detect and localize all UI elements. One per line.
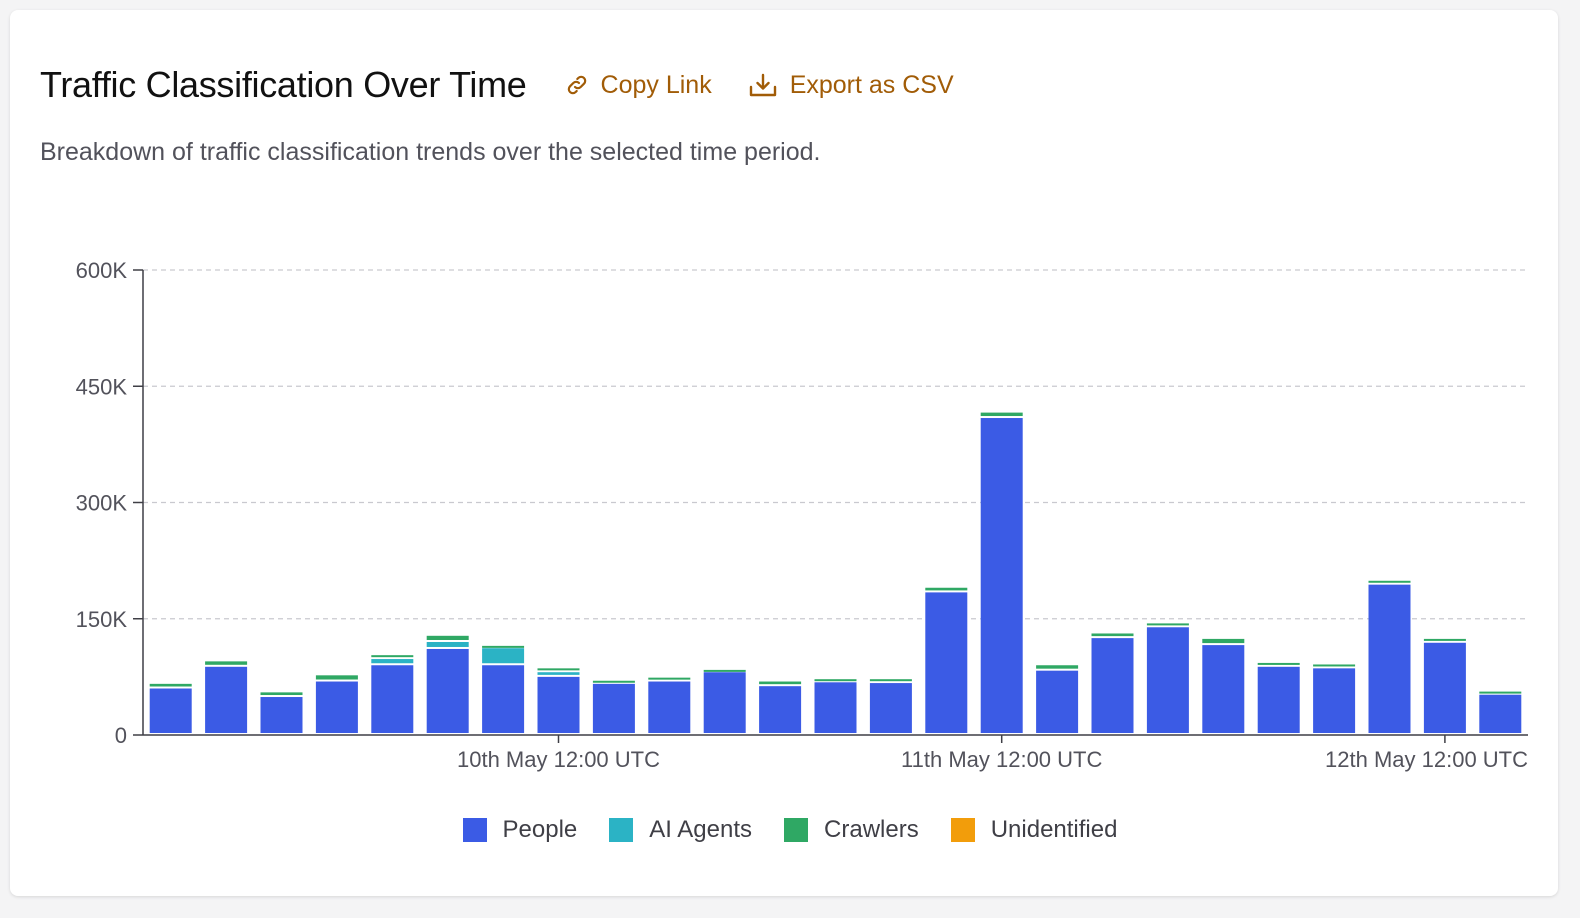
bar-segment-people: [759, 686, 802, 733]
legend-item[interactable]: AI Agents: [609, 816, 752, 844]
copy-link-button[interactable]: Copy Link: [565, 71, 712, 100]
bar-segment-ai-agents: [426, 642, 469, 647]
bar-segment-ai-agents: [537, 672, 580, 675]
bar-segment-ai-agents: [371, 659, 414, 664]
bar-segment-people: [1313, 668, 1356, 733]
bar-segment-crawlers: [925, 587, 968, 591]
bar-segment-people: [1146, 627, 1189, 733]
bar-segment-crawlers: [1146, 623, 1189, 626]
bar-segment-crawlers: [759, 681, 802, 685]
legend-item[interactable]: People: [462, 816, 578, 844]
chart-legend: People AI Agents Crawlers Unidentified: [0, 816, 1580, 844]
chart-card: Traffic Classification Over Time Copy Li…: [10, 10, 1558, 896]
bar-segment-people: [1257, 666, 1300, 733]
bar-segment-people: [482, 665, 525, 733]
bar-segment-people: [205, 666, 248, 733]
bar-segment-people: [315, 681, 358, 733]
bar-segment-people: [1423, 642, 1466, 733]
stacked-bar-chart: 0 150K 300K 450K 600K 10th May 12:00 UTC 11th …: [76, 258, 1529, 772]
legend-label: Unidentified: [990, 816, 1118, 843]
bar-segment-people: [1036, 670, 1079, 733]
bar-segment-crawlers: [1036, 665, 1079, 669]
bar-segment-crawlers: [260, 692, 303, 696]
bar-segment-people: [980, 418, 1023, 733]
bar-segment-crawlers: [980, 412, 1023, 417]
download-icon: [749, 73, 776, 97]
bar-segment-crawlers: [814, 679, 857, 682]
bar-segment-people: [592, 683, 635, 733]
legend-swatch: [950, 818, 975, 842]
legend-swatch: [784, 818, 809, 842]
bar-segment-people: [925, 592, 968, 733]
legend-swatch: [462, 818, 487, 842]
bar-segment-crawlers: [703, 669, 746, 672]
bar-segment-ai-agents: [482, 648, 525, 664]
x-tick-label: 10th May 12:00 UTC: [457, 747, 660, 772]
copy-link-label: Copy Link: [600, 70, 712, 99]
bar-segment-crawlers: [592, 680, 635, 683]
bar-segment-crawlers: [1423, 638, 1466, 641]
legend-label: People: [502, 816, 578, 843]
bar-segment-crawlers: [315, 675, 358, 680]
legend-label: Crawlers: [824, 816, 919, 843]
bar-segment-crawlers: [1479, 691, 1522, 694]
x-tick-label: 11th May 12:00 UTC: [901, 747, 1102, 772]
bar-segment-crawlers: [371, 655, 414, 658]
chart-subtitle: Breakdown of traffic classification tren…: [40, 138, 821, 166]
bar-segment-people: [537, 676, 580, 733]
bar-segment-crawlers: [426, 635, 469, 640]
bar-segment-people: [1091, 638, 1134, 733]
bar-segment-crawlers: [1257, 662, 1300, 665]
bar-segment-crawlers: [869, 679, 912, 682]
bar-segment-crawlers: [1313, 664, 1356, 667]
bar-segment-people: [703, 672, 746, 733]
legend-item[interactable]: Crawlers: [784, 816, 919, 844]
x-tick-label: 12th May 12:00 UTC: [1325, 747, 1528, 772]
bar-segment-crawlers: [482, 645, 525, 648]
legend-swatch: [609, 818, 634, 842]
bar-segment-crawlers: [537, 668, 580, 671]
bar-segment-people: [1368, 584, 1411, 733]
bar-segment-people: [371, 665, 414, 733]
bar-segment-crawlers: [1368, 580, 1411, 583]
card-header: Traffic Classification Over Time Copy Li…: [40, 64, 954, 106]
y-tick-label: 300K: [76, 491, 128, 516]
bar-segment-people: [426, 648, 469, 733]
chart-title: Traffic Classification Over Time: [40, 64, 527, 105]
y-tick-label: 0: [115, 723, 127, 748]
bar-segment-people: [869, 683, 912, 733]
y-tick-label: 600K: [76, 258, 128, 283]
legend-item[interactable]: Unidentified: [950, 816, 1118, 844]
bar-segment-people: [648, 681, 691, 733]
export-csv-button[interactable]: Export as CSV: [748, 71, 954, 100]
y-tick-label: 150K: [76, 607, 128, 632]
bar-segment-crawlers: [205, 661, 248, 665]
export-csv-label: Export as CSV: [789, 70, 954, 99]
bar-segment-crawlers: [1202, 638, 1245, 644]
bar-segment-people: [1202, 645, 1245, 733]
bar-segment-people: [149, 688, 192, 733]
bar-segment-people: [814, 682, 857, 733]
bar-segment-crawlers: [149, 683, 192, 687]
bar-segment-people: [260, 697, 303, 733]
legend-label: AI Agents: [649, 816, 753, 843]
bar-segment-people: [1479, 694, 1522, 733]
bar-segment-crawlers: [1091, 633, 1134, 637]
bar-segment-crawlers: [648, 677, 691, 680]
y-tick-label: 450K: [76, 374, 128, 399]
link-icon: [567, 75, 586, 95]
